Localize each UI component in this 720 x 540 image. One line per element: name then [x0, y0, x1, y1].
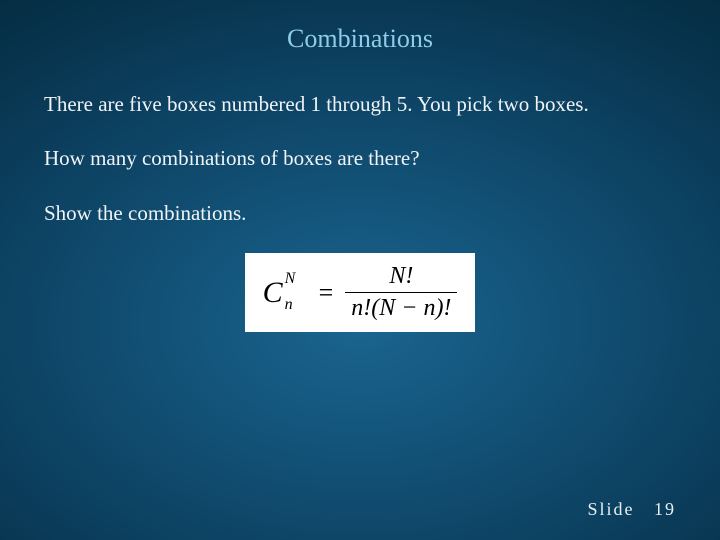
formula-numerator: N! — [383, 263, 419, 292]
paragraph-1: There are five boxes numbered 1 through … — [44, 90, 676, 118]
paragraph-3: Show the combinations. — [44, 199, 676, 227]
formula-fraction: N! n!(N − n)! — [345, 263, 457, 322]
slide-footer: Slide 19 — [587, 499, 676, 520]
formula-container: C N n = N! n!(N − n)! — [0, 253, 720, 332]
slide-title: Combinations — [0, 0, 720, 54]
formula-equals: = — [317, 278, 336, 308]
formula-box: C N n = N! n!(N − n)! — [245, 253, 476, 332]
formula-subscript: n — [285, 296, 293, 314]
formula-denominator: n!(N − n)! — [345, 293, 457, 322]
footer-number: 19 — [654, 499, 676, 519]
combinations-formula: C N n = N! n!(N − n)! — [263, 263, 458, 322]
slide-body: There are five boxes numbered 1 through … — [0, 90, 720, 227]
formula-superscript: N — [285, 270, 296, 288]
paragraph-2: How many combinations of boxes are there… — [44, 144, 676, 172]
formula-symbol: C — [263, 276, 283, 309]
formula-lhs: C N n — [263, 276, 283, 310]
footer-label: Slide — [587, 499, 634, 519]
